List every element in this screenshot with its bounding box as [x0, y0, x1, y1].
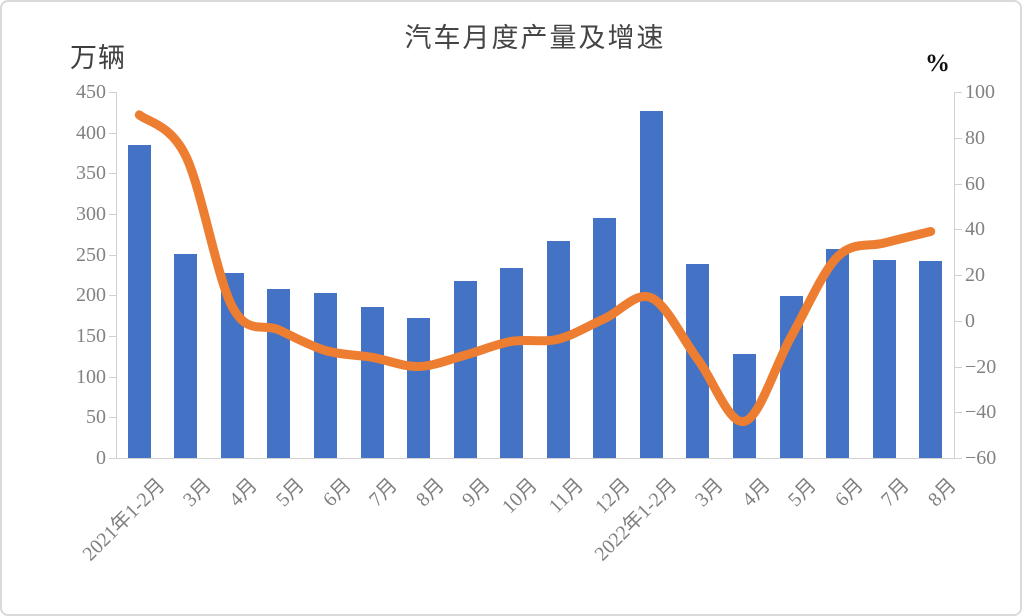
left-axis-tick: [109, 295, 116, 297]
left-axis-tick-label: 350: [76, 162, 106, 185]
right-axis-tick: [955, 92, 962, 93]
left-axis-tick-label: 400: [76, 121, 106, 144]
left-axis-tick: [109, 173, 116, 175]
left-axis-line: [116, 92, 117, 458]
left-axis-tick: [109, 336, 116, 337]
left-axis-tick-label: 0: [96, 447, 106, 469]
production-bar: [500, 267, 524, 458]
right-axis-line: [954, 92, 955, 458]
production-bar: [593, 218, 617, 458]
production-bar: [453, 280, 477, 458]
right-axis-tick-label: −40: [965, 401, 997, 424]
x-axis-line: [116, 458, 955, 459]
left-axis-tick: [109, 458, 116, 459]
production-bar: [639, 110, 663, 458]
left-axis-tick-label: 50: [86, 406, 106, 429]
right-axis-tick-label: 40: [965, 218, 985, 241]
production-bar: [872, 259, 896, 458]
left-axis-tick: [109, 376, 116, 378]
right-axis-tick-label: 0: [965, 309, 975, 332]
left-axis-tick: [109, 214, 116, 215]
right-axis-tick: [955, 229, 962, 231]
left-axis-tick-label: 100: [76, 365, 106, 388]
growth-line: [134, 110, 936, 426]
production-bar: [826, 248, 850, 458]
chart-title: 汽车月度产量及增速: [404, 23, 666, 53]
right-axis-tick: [955, 366, 962, 368]
right-axis-tick-label: −60: [965, 447, 997, 469]
right-axis-tick: [955, 137, 962, 139]
right-axis-tick-label: 60: [965, 172, 985, 195]
left-axis-tick-label: 150: [76, 325, 106, 347]
production-bar: [407, 318, 431, 458]
left-axis-tick-label: 300: [76, 203, 106, 225]
left-axis-tick-label: 250: [76, 243, 106, 266]
left-axis-tick: [109, 92, 116, 93]
left-axis-unit-label: 万辆: [70, 43, 126, 73]
right-axis-tick-label: 100: [965, 81, 995, 103]
right-axis-tick: [955, 458, 962, 459]
right-axis-tick-label: −20: [965, 355, 997, 378]
production-bar: [779, 296, 803, 458]
right-axis-unit-label: %: [925, 50, 950, 77]
right-axis-tick: [955, 412, 962, 414]
production-bar: [174, 253, 198, 458]
right-axis-tick: [955, 183, 962, 185]
production-bar: [919, 261, 943, 458]
right-axis-tick: [955, 275, 962, 276]
right-axis-tick: [955, 320, 962, 322]
right-axis-tick-label: 80: [965, 126, 985, 149]
production-bar: [127, 144, 151, 458]
production-bar: [546, 240, 570, 458]
left-axis-tick: [109, 132, 116, 134]
production-bar: [733, 353, 756, 458]
left-axis-tick: [109, 417, 116, 419]
left-axis-tick: [109, 254, 116, 256]
left-axis-tick-label: 200: [76, 284, 106, 307]
production-bar: [314, 292, 337, 458]
right-axis-tick-label: 20: [965, 264, 985, 286]
left-axis-tick-label: 450: [76, 81, 106, 103]
production-bar: [360, 306, 384, 458]
